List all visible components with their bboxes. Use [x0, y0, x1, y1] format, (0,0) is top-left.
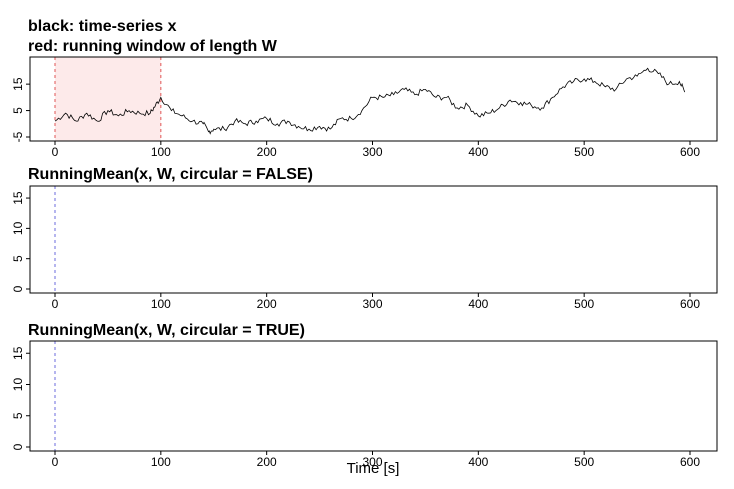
panel2-xtick-label-400: 400	[468, 297, 488, 311]
panel2-xtick-label-500: 500	[574, 297, 594, 311]
panel2-xtick-label-200: 200	[257, 297, 277, 311]
panel1-xtick-label-500: 500	[574, 145, 594, 159]
panel3-ytick-label-15: 15	[11, 346, 25, 360]
panel3-frame	[29, 340, 718, 452]
panel1-ytick-label-5: 5	[11, 107, 25, 114]
panel2-frame	[29, 185, 718, 294]
panel1-xtick-label-200: 200	[257, 145, 277, 159]
panel3-xtick-label-400: 400	[468, 455, 488, 469]
panel2-ytick-label-15: 15	[11, 191, 25, 205]
panel1-ytick-label--5: -5	[11, 131, 25, 142]
panel3-ytick-label-0: 0	[11, 443, 25, 450]
panel2-title: RunningMean(x, W, circular = FALSE)	[28, 166, 313, 183]
panel1-series-0-line	[54, 67, 686, 135]
panel1-subtitle: red: running window of length W	[28, 38, 278, 55]
panel1-title: black: time-series x	[28, 18, 177, 35]
panel1-window-shade	[55, 57, 161, 141]
panel2-ytick-label-0: 0	[11, 285, 25, 292]
panel1-frame	[29, 56, 718, 142]
panel2-xtick-label-100: 100	[151, 297, 171, 311]
panel2-ytick-label-10: 10	[11, 221, 25, 235]
panel3-xtick-label-0: 0	[52, 455, 59, 469]
panel3-ytick-label-5: 5	[11, 412, 25, 419]
panel2-xtick-label-300: 300	[362, 297, 382, 311]
panel3-ytick-label-10: 10	[11, 378, 25, 392]
panel1-xtick-label-100: 100	[151, 145, 171, 159]
panel1-xtick-label-400: 400	[468, 145, 488, 159]
panel1-xtick-label-600: 600	[680, 145, 700, 159]
x-axis-label: Time [s]	[347, 460, 400, 477]
panel3-xtick-label-200: 200	[257, 455, 277, 469]
panel1-xtick-label-0: 0	[52, 145, 59, 159]
panel1-ytick-label-15: 15	[11, 77, 25, 91]
panel2-xtick-label-0: 0	[52, 297, 59, 311]
panel2-ytick-label-5: 5	[11, 255, 25, 262]
panel2-xtick-label-600: 600	[680, 297, 700, 311]
panel3-xtick-label-600: 600	[680, 455, 700, 469]
panel3-xtick-label-500: 500	[574, 455, 594, 469]
panel3-xtick-label-300: 300	[362, 455, 382, 469]
panel3-title: RunningMean(x, W, circular = TRUE)	[28, 322, 305, 339]
panel1-xtick-label-300: 300	[362, 145, 382, 159]
panel3-xtick-label-100: 100	[151, 455, 171, 469]
